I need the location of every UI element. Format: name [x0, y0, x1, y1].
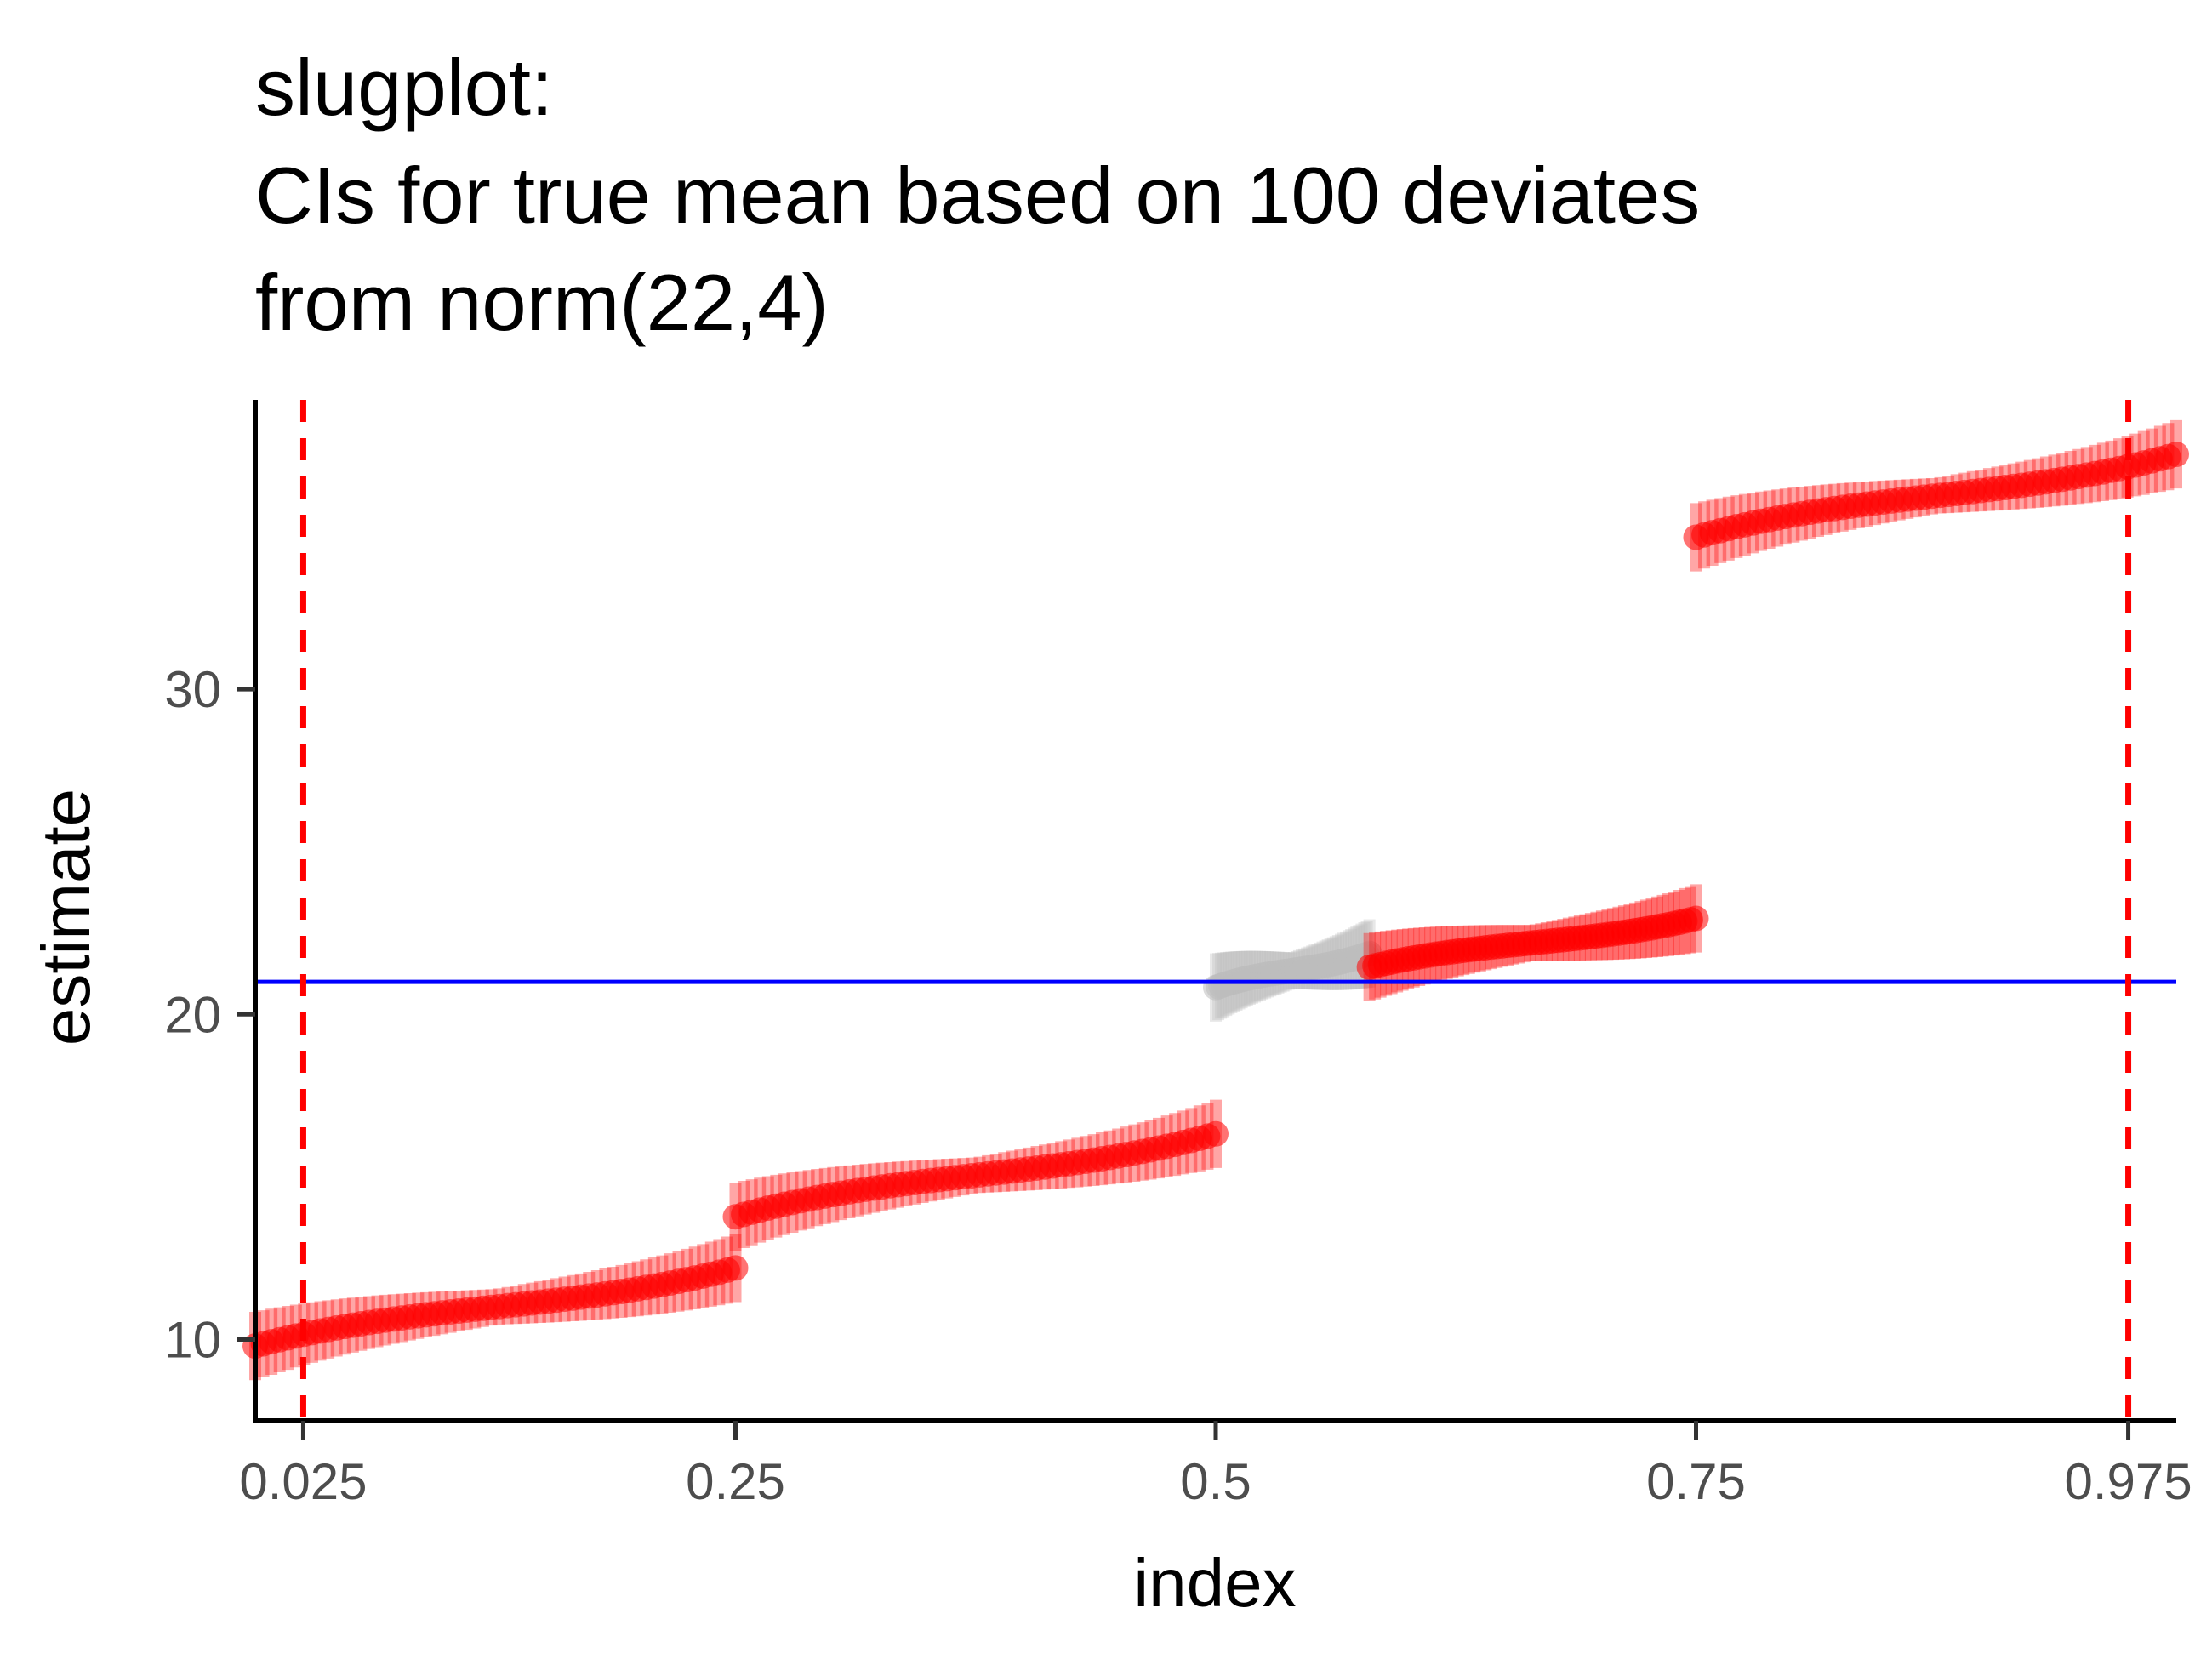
x-tick-label: 0.5	[1180, 1453, 1251, 1510]
y-axis-ticks: 10 20 30	[164, 661, 255, 1368]
slug-segment-4	[1356, 884, 1709, 1002]
reference-lines	[255, 400, 2176, 1421]
point-estimate	[722, 1255, 749, 1281]
x-axis-title: index	[1133, 1545, 1296, 1621]
plot-panel: 10 20 30 0.025 0.25 0.5 0.75 0.975	[164, 400, 2192, 1510]
slug-segment-5	[1683, 419, 2189, 572]
chart-title-line-2: CIs for true mean based on 100 deviates	[255, 151, 1700, 240]
slug-series	[242, 419, 2189, 1381]
chart-title-line-1: slugplot:	[255, 43, 553, 132]
point-estimate	[1683, 905, 1709, 932]
y-tick-label: 30	[164, 661, 221, 718]
x-axis-ticks: 0.025 0.25 0.5 0.75 0.975	[239, 1421, 2192, 1510]
slug-segment-3	[1203, 919, 1382, 1022]
x-tick-label: 0.025	[239, 1453, 367, 1510]
x-tick-label: 0.25	[686, 1453, 785, 1510]
y-tick-label: 20	[164, 986, 221, 1043]
slug-segment-2	[722, 1099, 1229, 1251]
x-tick-label: 0.75	[1646, 1453, 1746, 1510]
slug-segment-1	[242, 1234, 749, 1381]
y-axis-title: estimate	[28, 789, 104, 1046]
point-estimate	[1203, 1120, 1229, 1147]
chart-title-line-3: from norm(22,4)	[255, 258, 829, 347]
x-tick-label: 0.975	[2064, 1453, 2192, 1510]
point-estimate	[2164, 442, 2189, 468]
y-tick-label: 10	[164, 1311, 221, 1368]
